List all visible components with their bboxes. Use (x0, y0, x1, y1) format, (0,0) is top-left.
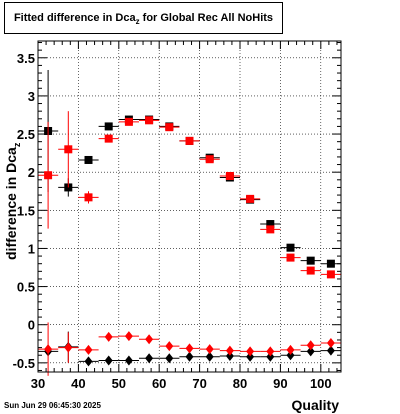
series-3-point (185, 343, 194, 354)
series-3-point (266, 346, 275, 357)
series-2-point (124, 355, 133, 366)
y-tick-label: 3.5 (17, 51, 35, 66)
series-0-point (84, 155, 93, 164)
series-0-point (286, 243, 295, 252)
series-2-point (145, 353, 154, 364)
series-2-point (266, 351, 275, 362)
series-1-point (266, 225, 275, 234)
series-1-point (165, 123, 174, 132)
x-tick-label: 30 (31, 376, 45, 391)
series-3-point (246, 346, 255, 357)
series-0-point (266, 220, 275, 229)
series-0-point (326, 259, 335, 268)
series-3-point (104, 331, 113, 342)
x-tick-label: 90 (273, 376, 287, 391)
series-2-point (104, 355, 113, 366)
series-3-point (306, 340, 315, 351)
plot-frame (37, 40, 342, 373)
series-3-point (84, 344, 93, 355)
series-1-point (286, 253, 295, 262)
x-tick-label: 100 (310, 376, 332, 391)
y-tick-label: 2.5 (17, 127, 35, 142)
y-axis-label-main: difference in Dca (3, 147, 19, 260)
series-1-point (306, 266, 315, 275)
series-0-point (306, 256, 315, 265)
y-tick-label: 1 (28, 241, 35, 256)
y-tick-label: 0.5 (17, 280, 35, 295)
series-2-point (246, 351, 255, 362)
series-3-point (124, 331, 133, 342)
series-3-point (44, 344, 53, 355)
series-3-point (165, 341, 174, 352)
series-2-point (165, 353, 174, 364)
series-2-point (185, 351, 194, 362)
y-tick-label: 3 (28, 89, 35, 104)
series-3-point (145, 334, 154, 345)
series-3-point (205, 344, 214, 355)
series-1-point (205, 155, 214, 164)
y-axis-label: difference in Dcaz (3, 143, 22, 260)
x-tick-label: 60 (152, 376, 166, 391)
series-1-point (246, 194, 255, 203)
series-2-point (286, 350, 295, 361)
x-axis-label: Quality (291, 397, 339, 413)
series-3-point (64, 342, 73, 353)
y-tick-label: 2 (28, 165, 35, 180)
chart-title-box: Fitted difference in Dcaz for Global Rec… (4, 2, 283, 34)
y-tick-label: 0 (28, 318, 35, 333)
chart-title-tail: for Global Rec All NoHits (139, 12, 274, 24)
series-3-point (326, 338, 335, 349)
series-2-point (306, 346, 315, 357)
y-axis-label-subscript: z (11, 142, 22, 148)
x-tick-label: 40 (71, 376, 85, 391)
x-tick-label: 70 (192, 376, 206, 391)
series-1-point (84, 193, 93, 202)
series-2-point (326, 345, 335, 356)
series-3-point (286, 344, 295, 355)
series-1-point (104, 134, 113, 143)
series-1-point (185, 136, 194, 145)
series-2-point (205, 351, 214, 362)
chart-title-main: Fitted difference in Dca (13, 12, 136, 24)
series-1-point (225, 171, 234, 180)
series-1-point (44, 171, 53, 180)
x-tick-label: 80 (233, 376, 247, 391)
series-1-point (326, 270, 335, 279)
y-tick-label: 1.5 (17, 203, 35, 218)
series-1-point (145, 116, 154, 125)
series-0-point (104, 122, 113, 131)
series-2-point (225, 350, 234, 361)
datestamp: Sun Jun 29 06:45:30 2025 (4, 401, 101, 410)
series-2-point (84, 356, 93, 367)
x-tick-label: 50 (112, 376, 126, 391)
series-1-point (64, 145, 73, 154)
chart-title: Fitted difference in Dcaz for Global Rec… (5, 12, 282, 26)
series-3-point (225, 345, 234, 356)
plot-area (38, 41, 341, 372)
series-1-point (124, 117, 133, 126)
y-tick-label: -0.5 (13, 356, 35, 371)
chart-title-subscript: z (135, 17, 140, 27)
